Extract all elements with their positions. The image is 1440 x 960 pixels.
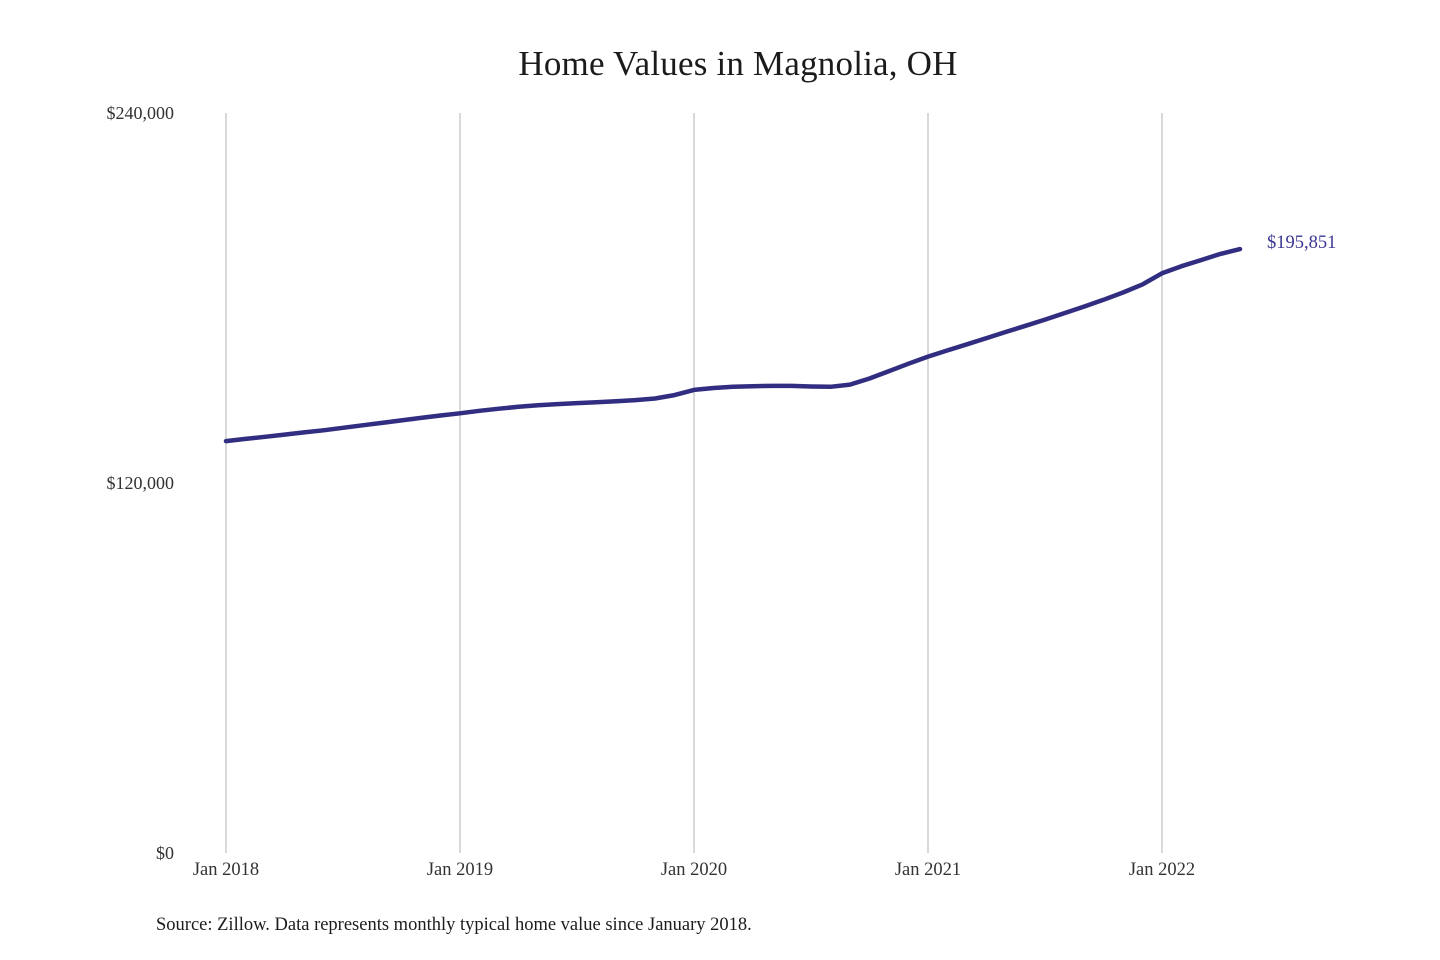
chart-title: Home Values in Magnolia, OH: [518, 44, 958, 83]
end-value-label: $195,851: [1267, 233, 1337, 254]
x-axis-tick-label: Jan 2019: [426, 860, 494, 880]
y-axis-tick-label: $120,000: [106, 473, 175, 493]
x-axis-tick-label: Jan 2022: [1128, 860, 1196, 880]
x-axis-tick-label: Jan 2021: [894, 860, 962, 880]
y-axis-tick-label: $0: [156, 843, 174, 863]
y-axis-tick-label: $240,000: [106, 103, 175, 123]
x-axis-tick-label: Jan 2020: [660, 860, 728, 880]
home-value-line: [223, 246, 1243, 444]
source-note: Source: Zillow. Data represents monthly …: [156, 915, 752, 935]
x-axis-tick-label: Jan 2018: [192, 860, 260, 880]
